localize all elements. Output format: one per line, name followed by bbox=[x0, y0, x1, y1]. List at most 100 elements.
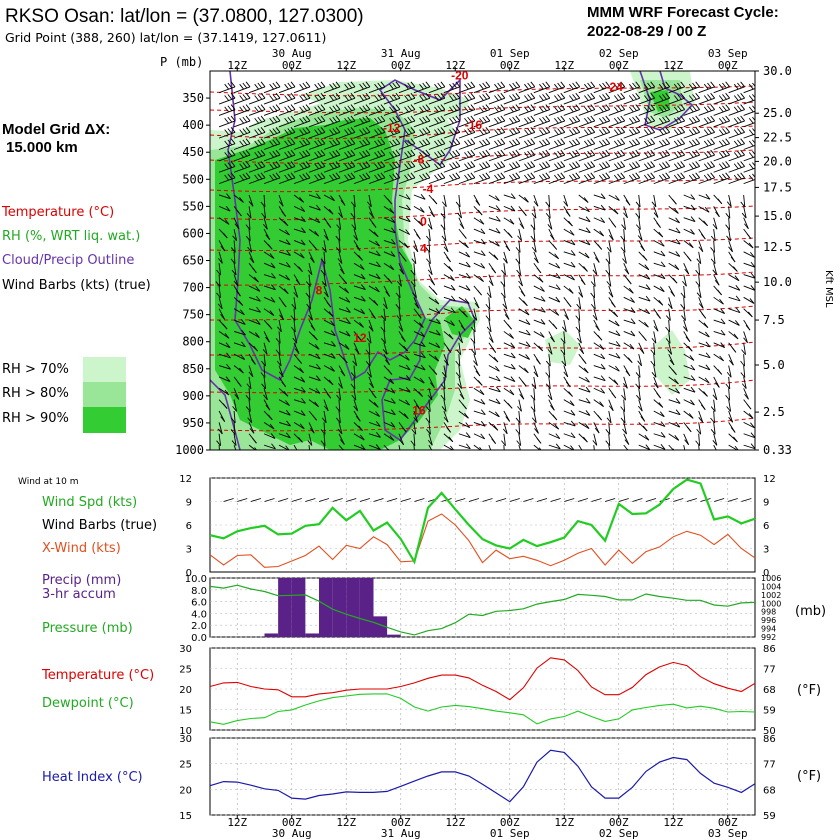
precip-bar bbox=[387, 634, 401, 637]
wind-barb-flag bbox=[335, 235, 341, 242]
wind-barb bbox=[398, 131, 416, 139]
wind-barb-flag bbox=[703, 95, 709, 101]
wind-barb-flag bbox=[330, 330, 336, 336]
precip-bar bbox=[373, 616, 388, 637]
wind-barb-flag bbox=[640, 245, 646, 252]
wind-barb bbox=[743, 331, 748, 343]
wind-barb-flag bbox=[673, 106, 679, 113]
wind-barb-flag bbox=[696, 258, 702, 264]
wind-barb-flag bbox=[373, 401, 379, 408]
wind-barb-flag bbox=[530, 115, 536, 122]
wind-barb-flag bbox=[675, 227, 681, 234]
wind-barb-flag bbox=[344, 95, 349, 101]
wind-barb-flag bbox=[600, 204, 606, 211]
wind-barb bbox=[443, 86, 461, 94]
wind-barb-flag bbox=[295, 279, 301, 286]
wind-barb bbox=[743, 144, 755, 150]
wind-barb-flag bbox=[680, 104, 686, 110]
wind-barb-flag bbox=[395, 172, 401, 179]
wind-barb-flag bbox=[690, 229, 695, 235]
wind-barb-flag bbox=[718, 129, 724, 135]
wind-barb bbox=[218, 422, 223, 435]
wind-barb bbox=[398, 319, 404, 332]
wind-barb bbox=[413, 285, 417, 298]
wind-barb-flag bbox=[385, 291, 390, 297]
wind-barb-flag bbox=[269, 253, 275, 259]
wind-barb-flag bbox=[340, 370, 346, 377]
wind-barb-flag bbox=[467, 173, 473, 180]
wind-barb bbox=[683, 205, 696, 211]
wind-barb bbox=[668, 177, 685, 185]
wind-barb-flag bbox=[752, 82, 755, 87]
wind-barb-flag bbox=[255, 319, 261, 325]
wind-barb-flag bbox=[347, 162, 353, 168]
wind-barb-flag bbox=[613, 379, 619, 385]
wind-barb bbox=[248, 206, 252, 219]
wind-barb-flag bbox=[570, 432, 576, 439]
wind-barb bbox=[578, 205, 590, 213]
wind-barb-flag bbox=[328, 379, 334, 386]
wind-barb bbox=[488, 365, 500, 372]
wind-barb-flag bbox=[519, 223, 525, 229]
wind-at-10m-label: Wind at 10 m bbox=[18, 477, 78, 487]
wind-barb-flag bbox=[717, 198, 723, 205]
wind-barb bbox=[728, 319, 740, 326]
wind-barb-flag bbox=[583, 436, 588, 443]
wind-barb-flag bbox=[232, 235, 237, 242]
wind-barb-flag bbox=[677, 82, 682, 89]
wind-barb-flag bbox=[605, 149, 611, 156]
wind-barb bbox=[698, 376, 710, 384]
wind-barb-flag bbox=[643, 117, 649, 124]
wind-barb-flag bbox=[725, 149, 730, 156]
wind-barb bbox=[248, 410, 253, 423]
wind-barb-flag bbox=[501, 452, 505, 457]
wind-barb-flag bbox=[647, 162, 652, 168]
wind-barb-flag bbox=[344, 287, 350, 294]
wind-barb-flag bbox=[440, 138, 446, 144]
wind-barb bbox=[563, 274, 575, 281]
wind-barb bbox=[503, 263, 506, 276]
wind-barb-flag bbox=[653, 325, 659, 332]
wind-barb bbox=[518, 217, 525, 229]
wind-barb bbox=[218, 177, 236, 185]
surface-wind-barb bbox=[673, 498, 684, 502]
wind-barb bbox=[578, 387, 591, 393]
wind-barb bbox=[668, 331, 671, 344]
wind-barb-flag bbox=[425, 149, 431, 156]
wind-barb bbox=[413, 86, 431, 94]
wind-barb-flag bbox=[547, 349, 553, 355]
wind-barb-flag bbox=[224, 174, 230, 181]
wind-barb-flag bbox=[497, 105, 502, 112]
wind-barb-flag bbox=[672, 277, 678, 284]
wind-barb-flag bbox=[707, 162, 712, 168]
wind-barb bbox=[368, 154, 386, 162]
wind-barb bbox=[548, 422, 559, 430]
wind-barb bbox=[683, 217, 696, 223]
wind-barb-flag bbox=[380, 115, 386, 122]
wind-barb bbox=[428, 240, 431, 253]
wind-barb-flag bbox=[340, 200, 346, 206]
wind-barb-flag bbox=[673, 163, 679, 170]
wind-barb-flag bbox=[314, 95, 319, 101]
wind-barb-flag bbox=[467, 82, 473, 89]
wind-barb bbox=[593, 97, 610, 105]
wind-barb-flag bbox=[749, 298, 755, 304]
wind-barb-flag bbox=[583, 367, 589, 374]
wind-barb-flag bbox=[347, 82, 353, 89]
wind-barb-flag bbox=[725, 224, 730, 230]
wind-barb-flag bbox=[440, 172, 446, 179]
wind-barb-flag bbox=[395, 127, 401, 133]
wind-barb bbox=[578, 308, 581, 321]
wind-ytick-label-right: 9 bbox=[763, 498, 769, 509]
wind-barb-flag bbox=[647, 128, 652, 134]
wind-barb bbox=[398, 285, 401, 298]
wind-barb-flag bbox=[527, 94, 532, 100]
wind-barb-flag bbox=[620, 138, 626, 144]
wind-barb bbox=[323, 165, 341, 173]
wind-barb-flag bbox=[262, 223, 268, 230]
wind-barb-flag bbox=[286, 250, 291, 256]
wind-barb bbox=[308, 228, 319, 237]
wind-barb bbox=[413, 143, 431, 150]
wind-barb-flag bbox=[517, 406, 522, 412]
legend-temperature: Temperature (°C) bbox=[1, 205, 114, 220]
